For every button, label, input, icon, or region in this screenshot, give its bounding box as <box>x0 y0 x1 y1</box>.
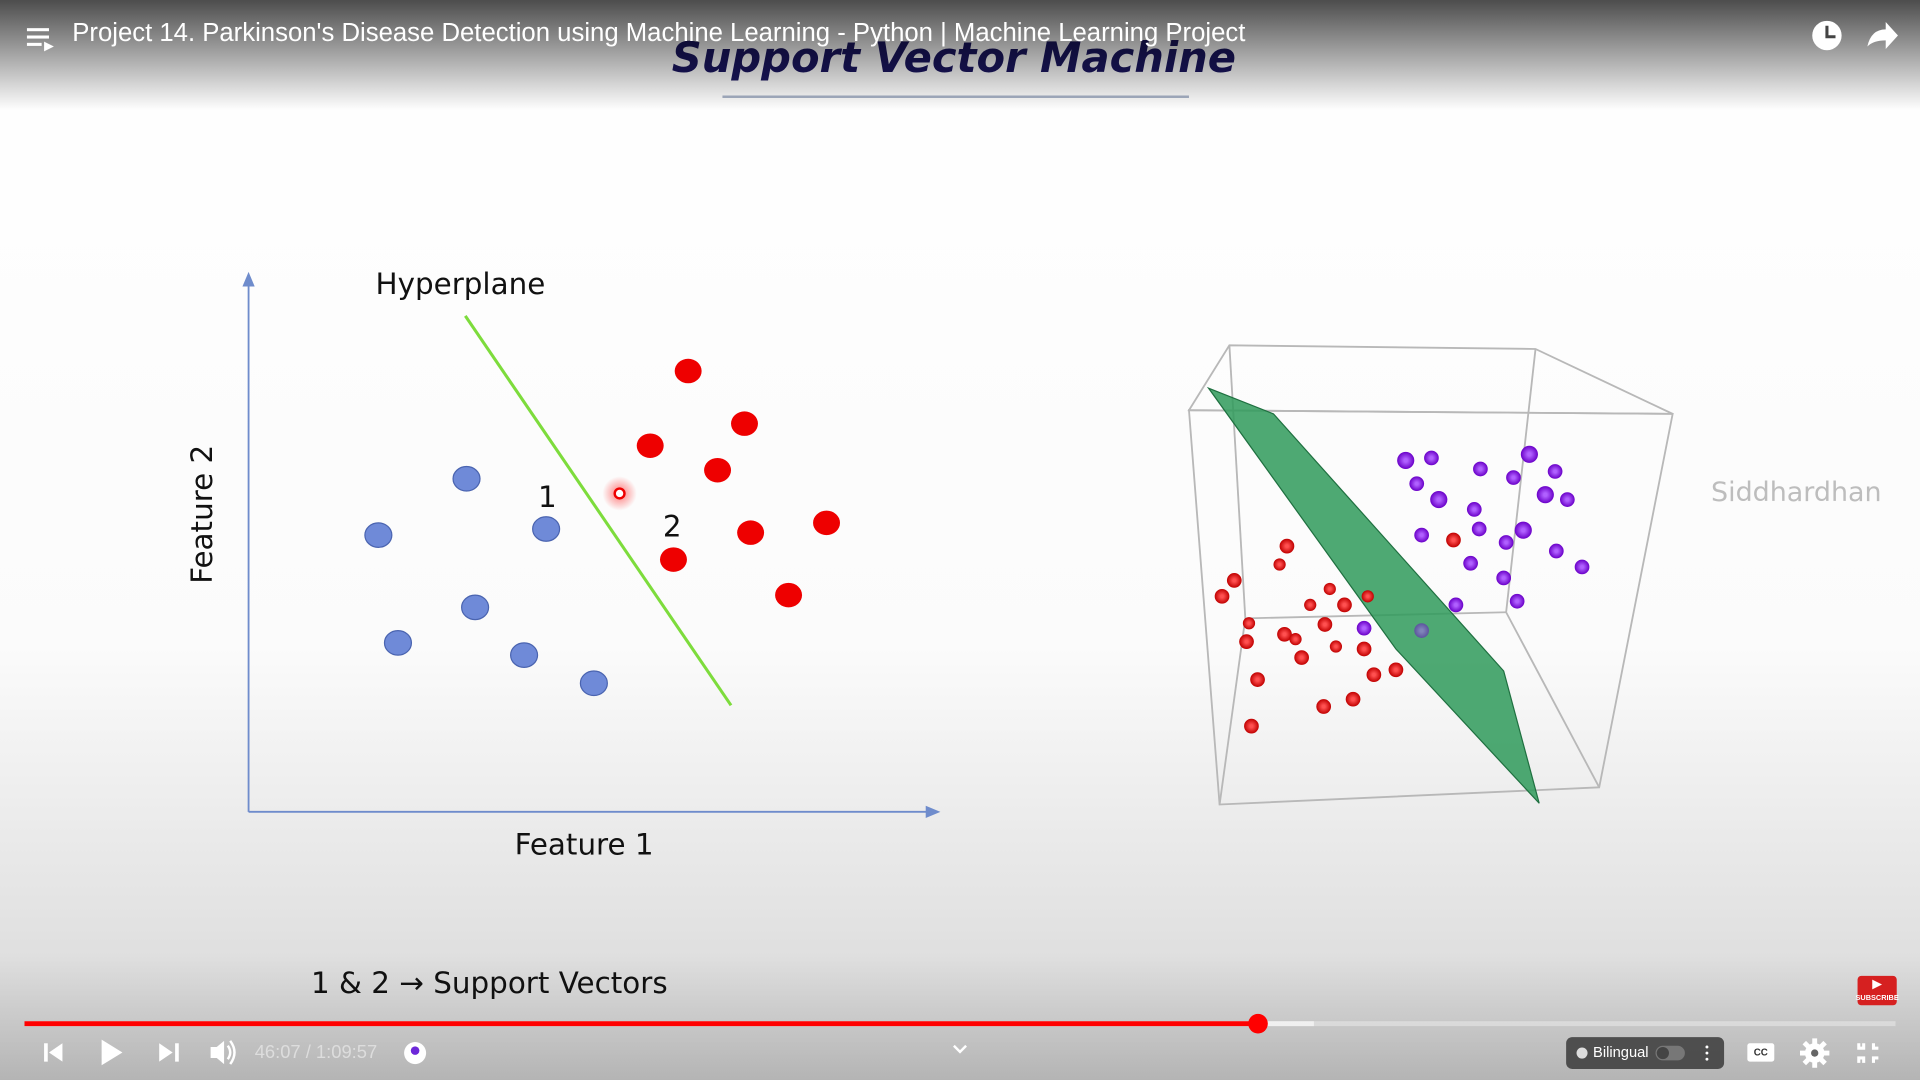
top-gradient <box>0 0 1920 111</box>
hyperplane <box>464 315 733 707</box>
y-axis-label: Feature 2 <box>185 445 219 584</box>
previous-button[interactable] <box>44 1043 63 1062</box>
share-icon[interactable] <box>1867 22 1898 49</box>
chapter-location-icon[interactable] <box>404 1042 427 1065</box>
play-button[interactable] <box>101 1039 123 1066</box>
hyperplane-3d <box>1206 386 1540 804</box>
volume-button[interactable] <box>210 1040 236 1065</box>
subscribe-text: SUBSCRIBE <box>1856 993 1899 1002</box>
svg-text:CC: CC <box>1754 1048 1768 1059</box>
class-b-points <box>613 358 840 608</box>
bilingual-toggle[interactable]: Bilingual <box>1566 1037 1725 1069</box>
svm-3d-diagram <box>1187 344 1674 806</box>
watch-later-icon[interactable] <box>1812 20 1842 51</box>
captions-button[interactable]: CC <box>1747 1043 1775 1062</box>
next-button[interactable] <box>159 1043 179 1062</box>
support-vector-label: 2 <box>663 509 682 543</box>
x-axis-label: Feature 1 <box>515 828 654 862</box>
video-title[interactable]: Project 14. Parkinson's Disease Detectio… <box>72 19 1245 47</box>
time-display: 46:07 / 1:09:57 <box>255 1041 378 1062</box>
class-a-points <box>364 465 608 697</box>
playlist-icon[interactable] <box>26 28 54 52</box>
scrubber[interactable] <box>1248 1013 1268 1034</box>
purple-points-3d <box>1356 445 1590 638</box>
settings-button[interactable] <box>1800 1038 1830 1068</box>
svm-2d-diagram: Hyperplane 1 2 Feature 2 Feature 1 <box>185 267 941 862</box>
y-axis-arrow <box>242 271 255 287</box>
subscribe-badge[interactable]: SUBSCRIBE <box>1856 975 1899 1006</box>
slide: Support Vector Machine Hyperplane 1 2 Fe… <box>185 33 1882 1000</box>
red-points-3d <box>1214 532 1461 734</box>
support-vector-label: 1 <box>538 480 557 514</box>
expand-chevron[interactable] <box>953 1044 967 1054</box>
bilingual-label: Bilingual <box>1593 1045 1649 1061</box>
watermark: Siddhardhan <box>1711 477 1882 508</box>
progress-played <box>24 1021 1259 1027</box>
x-axis-arrow <box>925 805 941 818</box>
hyperplane-label: Hyperplane <box>376 267 546 301</box>
controls: 46:07 / 1:09:57 Bilingual CC <box>44 1037 1879 1069</box>
exit-fullscreen-button[interactable] <box>1857 1043 1879 1063</box>
